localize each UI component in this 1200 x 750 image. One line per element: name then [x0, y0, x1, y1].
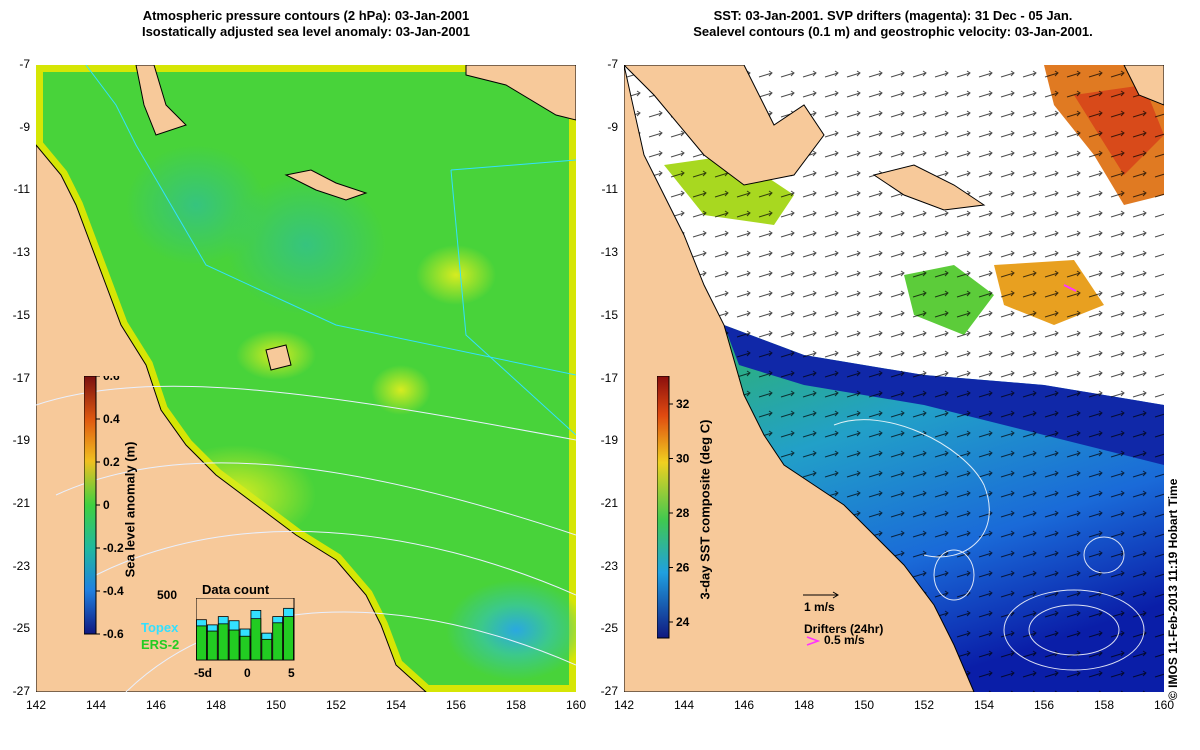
left-y-tick-label: -9 — [19, 119, 30, 134]
data-count-x-tick: 0 — [244, 666, 251, 680]
sea-level-colorbar-tick-label: -0.6 — [103, 627, 124, 641]
left-title-line1: Atmospheric pressure contours (2 hPa): 0… — [142, 8, 470, 23]
left-x-tick-label: 146 — [146, 698, 167, 712]
right-y-tick-label: -19 — [600, 433, 618, 448]
right-title-line1: SST: 03-Jan-2001. SVP drifters (magenta)… — [713, 8, 1073, 23]
left-x-tick-label: 144 — [86, 698, 107, 712]
data-count-bar-ers2 — [239, 635, 251, 661]
sea-level-colorbar-tick-label: 0 — [103, 498, 110, 512]
right-x-tick-label: 156 — [1034, 698, 1055, 712]
copyright-text: © IMOS 11-Feb-2013 11:19 Hobart Time — [1166, 478, 1180, 700]
sst-colorbar-tick-label: 28 — [676, 506, 690, 520]
velocity-key-arrow-icon — [803, 591, 839, 599]
right-y-tick-label: -21 — [600, 495, 618, 510]
left-x-tick-label: 160 — [566, 698, 587, 712]
data-count-bar-ers2 — [261, 638, 273, 661]
right-y-tick-label: -27 — [600, 684, 618, 698]
left-x-tick-label: 150 — [266, 698, 287, 712]
right-y-tick-label: -25 — [600, 621, 618, 636]
data-count-x-tick: -5d — [194, 666, 212, 680]
left-x-tick-label: 154 — [386, 698, 407, 712]
left-y-tick-label: -7 — [19, 57, 30, 71]
sst-map-graphic — [624, 65, 1164, 692]
sst-map — [624, 65, 1164, 692]
sst-colorbar-tick-label: 26 — [676, 561, 690, 575]
sea-level-colorbar-tick-label: 0.6 — [103, 376, 120, 383]
sst-colorbar: 32 30 28 26 24 — [657, 376, 690, 639]
velocity-key-label: 1 m/s — [804, 600, 835, 614]
left-y-tick-label: -13 — [12, 245, 30, 260]
right-x-tick-label: 148 — [794, 698, 815, 712]
left-x-tick-label: 158 — [506, 698, 527, 712]
data-count-title: Data count — [202, 582, 270, 597]
right-x-tick-label: 146 — [734, 698, 755, 712]
right-x-tick-label: 144 — [674, 698, 695, 712]
right-title-line2: Sealevel contours (0.1 m) and geostrophi… — [693, 24, 1093, 39]
right-x-tick-label: 154 — [974, 698, 995, 712]
right-y-tick-label: -9 — [607, 119, 618, 134]
right-y-tick-label: -7 — [607, 57, 618, 71]
data-count-bar-ers2 — [250, 618, 262, 661]
sst-colorbar-tick-label: 24 — [676, 615, 690, 629]
sst-colorbar-tick-label: 32 — [676, 397, 690, 411]
right-y-tick-label: -17 — [600, 370, 618, 385]
sea-level-colorbar-tick-label: 0.4 — [103, 412, 120, 426]
left-title-line2: Isostatically adjusted sea level anomaly… — [141, 24, 471, 39]
right-x-tick-label: 150 — [854, 698, 875, 712]
left-y-tick-label: -17 — [12, 370, 30, 385]
drifter-key-arrow-icon — [806, 636, 820, 646]
sea-level-anomaly-map — [36, 65, 576, 692]
data-count-bar-ers2 — [228, 629, 240, 661]
right-y-tick-label: -11 — [601, 182, 618, 197]
sea-level-colorbar: 0.6 0.4 0.2 0 -0.2 -0.4 -0.6 — [84, 376, 124, 641]
left-map-title: Atmospheric pressure contours (2 hPa): 0… — [36, 8, 576, 40]
data-count-y-tick: 500 — [157, 588, 178, 602]
left-y-tick-label: -27 — [12, 684, 30, 698]
right-y-tick-label: -15 — [600, 307, 618, 322]
legend-topex: Topex — [141, 620, 179, 635]
left-y-tick-label: -11 — [13, 182, 30, 197]
left-x-tick-label: 152 — [326, 698, 347, 712]
left-y-tick-label: -21 — [12, 495, 30, 510]
right-x-tick-label: 152 — [914, 698, 935, 712]
left-y-tick-label: -19 — [12, 433, 30, 448]
left-x-tick-label: 142 — [26, 698, 47, 712]
left-y-tick-label: -15 — [12, 307, 30, 322]
data-count-chart — [196, 598, 295, 661]
sea-level-map-graphic — [36, 65, 576, 692]
data-count-bar-ers2 — [272, 622, 284, 661]
sst-colorbar-tick-label: 30 — [676, 452, 690, 466]
data-count-bar-ers2 — [196, 625, 207, 661]
drifters-key-label: 0.5 m/s — [824, 633, 865, 647]
drifters-label: Drifters (24hr) — [804, 622, 884, 636]
data-count-bar-ers2 — [283, 616, 294, 661]
right-x-tick-label: 158 — [1094, 698, 1115, 712]
sst-colorbar-label: 3-day SST composite (deg C) — [697, 419, 713, 600]
sea-level-colorbar-tick-label: 0.2 — [103, 455, 120, 469]
data-count-bar-ers2 — [206, 630, 218, 661]
data-count-bar-ers2 — [217, 623, 229, 661]
right-x-tick-label: 142 — [614, 698, 635, 712]
left-y-tick-label: -23 — [12, 558, 30, 573]
right-map-title: SST: 03-Jan-2001. SVP drifters (magenta)… — [622, 8, 1164, 40]
sea-level-colorbar-tick-label: -0.4 — [103, 584, 124, 598]
right-y-tick-label: -13 — [600, 245, 618, 260]
sea-level-colorbar-tick-label: -0.2 — [103, 541, 124, 555]
legend-ers2: ERS-2 — [141, 637, 180, 652]
left-x-tick-label: 148 — [206, 698, 227, 712]
data-count-x-tick: 5 — [288, 666, 295, 680]
left-x-tick-label: 156 — [446, 698, 467, 712]
right-x-tick-label: 160 — [1154, 698, 1175, 712]
left-y-tick-label: -25 — [12, 621, 30, 636]
sea-level-colorbar-label: Sea level anomaly (m) — [122, 441, 138, 578]
right-y-tick-label: -23 — [600, 558, 618, 573]
